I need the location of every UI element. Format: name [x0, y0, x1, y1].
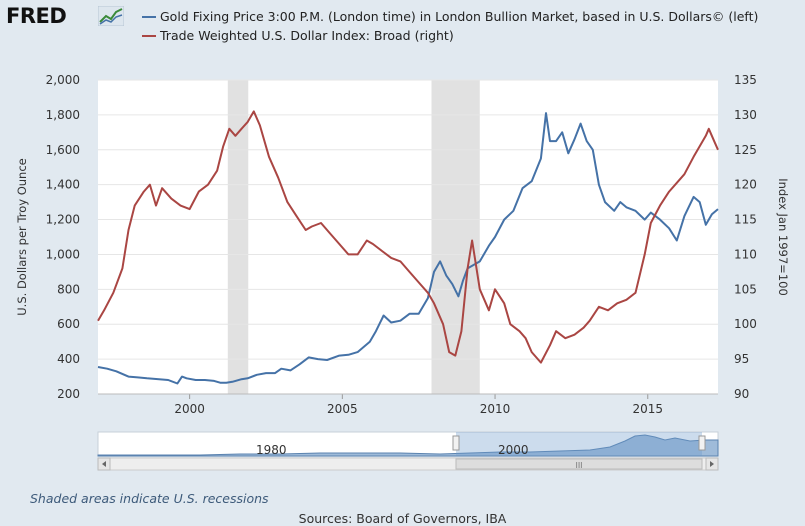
y-right-tick-label: 135 [734, 73, 757, 87]
y-left-tick-label: 1,000 [46, 247, 80, 261]
range-navigator[interactable]: 1980 2000 [97, 431, 719, 457]
legend-swatch-gold [142, 15, 156, 18]
navigator-area [97, 434, 719, 457]
series-lines [97, 110, 719, 385]
legend-swatch-dollar-index [142, 34, 156, 37]
legend-label-dollar-index: Trade Weighted U.S. Dollar Index: Broad … [160, 28, 454, 43]
chart-header: FRED Gold Fixing Price 3:00 P.M. (London… [0, 0, 805, 50]
y-right-tick-label: 125 [734, 143, 757, 157]
y-right-tick-label: 130 [734, 108, 757, 122]
y-axis-title-right: Index Jan 1997=100 [776, 178, 790, 296]
series-line-gold[interactable] [97, 112, 719, 385]
scrollbar-grip: III [575, 461, 582, 470]
y-left-tick-label: 1,600 [46, 143, 80, 157]
legend-label-gold: Gold Fixing Price 3:00 P.M. (London time… [160, 9, 759, 24]
fred-logo[interactable]: FRED [6, 4, 67, 28]
navigator-label-1980: 1980 [256, 443, 287, 457]
y-right-tick-label: 115 [734, 213, 757, 227]
navigator-right-handle [698, 435, 706, 451]
y-left-tick-label: 400 [57, 352, 80, 366]
sources-text: Sources: Board of Governors, IBA [298, 511, 507, 526]
navigator-left-handle [452, 435, 460, 451]
y-right-tick-label: 90 [734, 387, 749, 401]
y-axis-title-left: U.S. Dollars per Troy Ounce [15, 158, 29, 315]
x-tick-label: 2005 [327, 402, 358, 416]
fred-chart-icon [98, 6, 124, 26]
y-left-tick-label: 1,400 [46, 178, 80, 192]
y-left-tick-label: 1,200 [46, 213, 80, 227]
grid-lines [98, 79, 718, 395]
y-right-tick-label: 120 [734, 178, 757, 192]
series-line-dollar-index[interactable] [97, 110, 719, 364]
x-tick-label: 2000 [174, 402, 205, 416]
plot-area [98, 80, 718, 394]
y-right-tick-label: 100 [734, 317, 757, 331]
x-tick-label: 2010 [480, 402, 511, 416]
legend-item-gold[interactable]: Gold Fixing Price 3:00 P.M. (London time… [142, 7, 758, 26]
axes: 200 400 600 800 1,000 1,200 1,400 1,600 1,800 2,0… [46, 73, 757, 416]
y-right-tick-label: 95 [734, 352, 749, 366]
chart-legend: Gold Fixing Price 3:00 P.M. (London time… [142, 7, 758, 45]
navigator-scrollbar[interactable]: III [97, 457, 719, 471]
x-tick-label: 2015 [632, 402, 663, 416]
scrollbar-thumb [455, 458, 703, 470]
legend-item-dollar-index[interactable]: Trade Weighted U.S. Dollar Index: Broad … [142, 26, 758, 45]
y-left-tick-label: 1,800 [46, 108, 80, 122]
scroll-left-icon [102, 461, 106, 467]
y-right-tick-label: 105 [734, 282, 757, 296]
scroll-right-icon [710, 461, 714, 467]
recession-shading [227, 80, 480, 394]
y-left-tick-label: 200 [57, 387, 80, 401]
recession-band-1 [431, 80, 480, 394]
y-right-tick-label: 110 [734, 247, 757, 261]
navigator-selected-range [456, 432, 702, 456]
navigator-label-2000: 2000 [498, 443, 529, 457]
y-left-tick-label: 800 [57, 282, 80, 296]
y-left-tick-label: 600 [57, 317, 80, 331]
y-left-tick-label: 2,000 [46, 73, 80, 87]
recession-band-0 [227, 80, 249, 394]
recession-note: Shaded areas indicate U.S. recessions [30, 491, 269, 506]
